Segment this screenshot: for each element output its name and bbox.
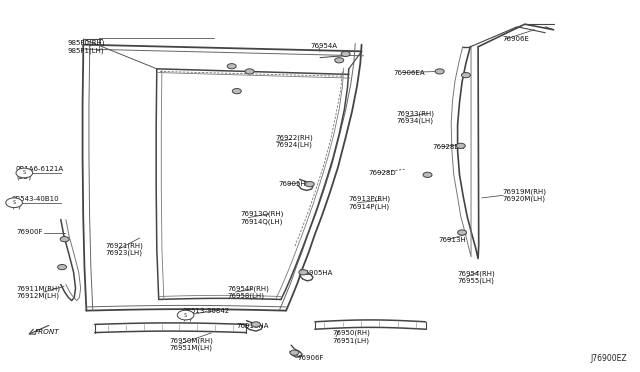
Circle shape [456,143,465,148]
Circle shape [458,230,467,235]
Text: 76928D: 76928D [368,170,396,176]
Text: S: S [184,312,187,318]
Text: 76950M(RH)
76951M(LH): 76950M(RH) 76951M(LH) [170,337,214,351]
Text: 76921(RH)
76923(LH): 76921(RH) 76923(LH) [106,242,143,256]
Circle shape [232,89,241,94]
Circle shape [252,322,260,327]
Text: 76950(RH)
76951(LH): 76950(RH) 76951(LH) [333,330,371,344]
Text: 76913H: 76913H [438,237,466,243]
Text: 76911M(RH)
76912M(LH): 76911M(RH) 76912M(LH) [16,285,60,299]
Text: 76922(RH)
76924(LH): 76922(RH) 76924(LH) [275,134,313,148]
Text: J76900EZ: J76900EZ [591,354,627,363]
Text: 76928DA: 76928DA [432,144,464,150]
Circle shape [177,310,194,320]
Text: 76906F: 76906F [298,355,324,361]
Circle shape [227,64,236,69]
Text: 76933(RH)
76934(LH): 76933(RH) 76934(LH) [397,110,435,124]
Circle shape [435,69,444,74]
Text: 76954(RH)
76955(LH): 76954(RH) 76955(LH) [458,270,495,284]
Text: 76900F: 76900F [16,230,42,235]
Text: 76905H: 76905H [278,181,306,187]
Circle shape [290,350,299,355]
Text: S: S [13,200,15,205]
Text: 08513-30842
(1): 08513-30842 (1) [182,308,230,321]
Circle shape [58,264,67,270]
Circle shape [60,237,69,242]
Text: 985P0(RH)
985P1(LH): 985P0(RH) 985P1(LH) [67,39,105,54]
Text: 76906E: 76906E [502,36,529,42]
Circle shape [299,270,308,275]
Text: 76954A: 76954A [310,44,337,49]
Text: 76905HA: 76905HA [301,270,333,276]
Text: 0B1A6-6121A
(2D): 0B1A6-6121A (2D) [16,166,64,180]
Circle shape [245,69,254,74]
Text: 76913P(RH)
76914P(LH): 76913P(RH) 76914P(LH) [349,196,391,210]
Text: 76913Q(RH)
76914Q(LH): 76913Q(RH) 76914Q(LH) [240,211,284,225]
Text: FRONT: FRONT [35,329,60,335]
Text: 76906EA: 76906EA [394,70,425,76]
Circle shape [6,198,22,208]
Text: 76954P(RH)
76958(LH): 76954P(RH) 76958(LH) [227,285,269,299]
Circle shape [423,172,432,177]
Circle shape [461,73,470,78]
Text: 76919M(RH)
76920M(LH): 76919M(RH) 76920M(LH) [502,188,547,202]
Circle shape [16,168,33,178]
Text: 0B543-40B10
(2): 0B543-40B10 (2) [12,196,59,209]
Circle shape [305,182,314,187]
Circle shape [341,51,350,57]
Text: S: S [23,170,26,176]
Circle shape [335,58,344,63]
Text: 76913HA: 76913HA [237,323,269,328]
